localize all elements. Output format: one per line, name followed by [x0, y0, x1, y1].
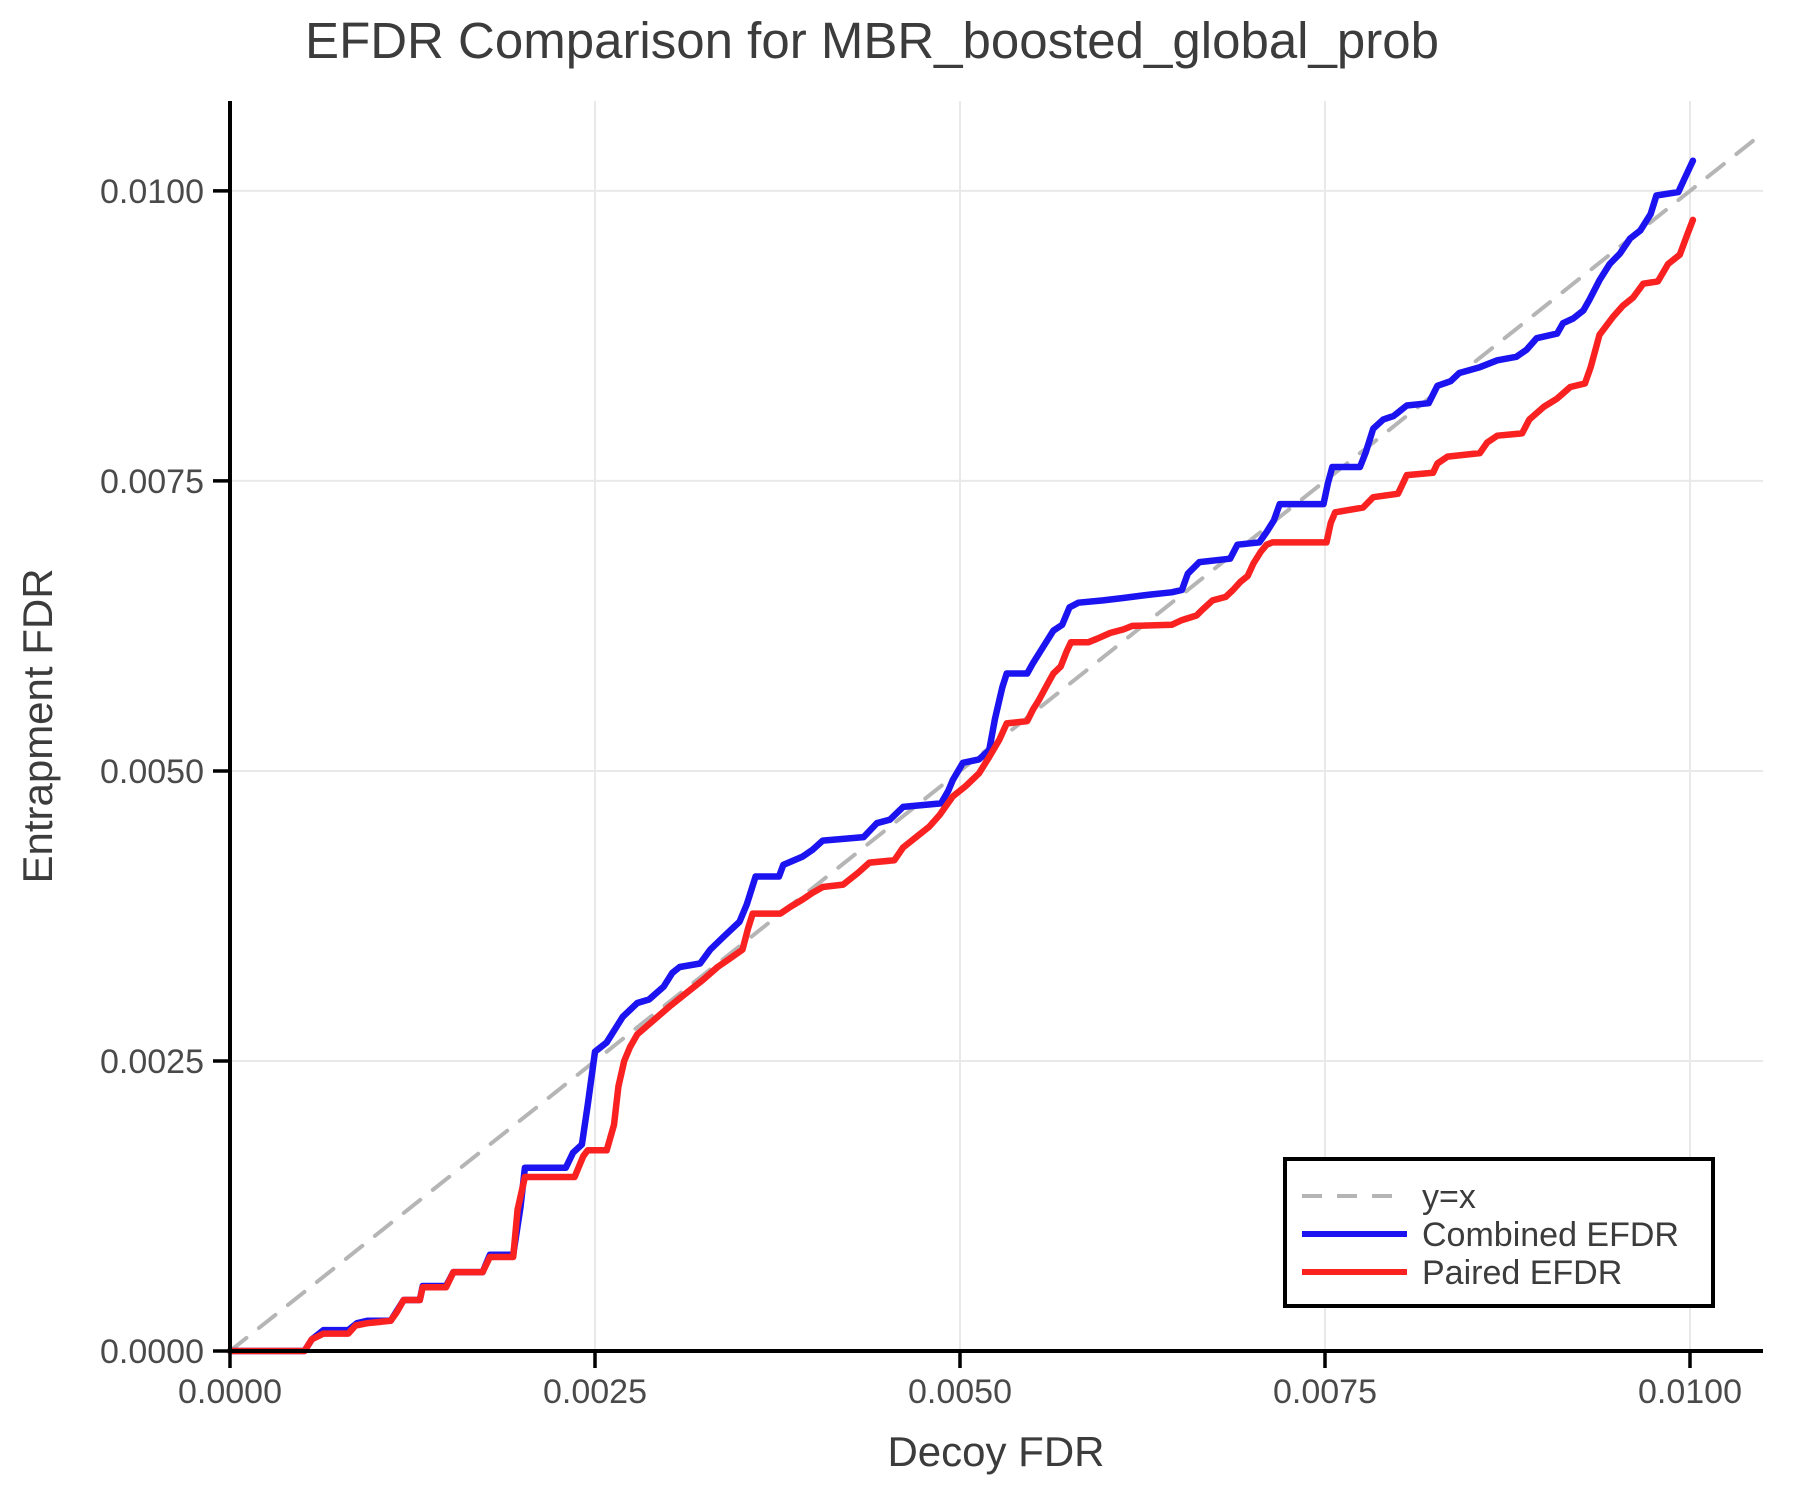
x-tick-label: 0.0025: [543, 1373, 647, 1411]
x-axis-label: Decoy FDR: [887, 1428, 1104, 1475]
x-tick-label: 0.0050: [908, 1373, 1012, 1411]
x-tick-label: 0.0100: [1638, 1373, 1742, 1411]
y-tick-label: 0.0000: [100, 1333, 204, 1371]
tick-labels: 0.0000 0.0025 0.0050 0.0075 0.0100 0.0000 0.00…: [100, 173, 1742, 1411]
legend-label: Combined EFDR: [1422, 1216, 1679, 1254]
y-tick-label: 0.0075: [100, 463, 204, 501]
series-line-paired-efdr: [226, 216, 1697, 1355]
data-series: [226, 130, 1765, 1355]
y-tick-label: 0.0100: [100, 173, 204, 211]
y-tick-label: 0.0025: [100, 1043, 204, 1081]
y-axis-label: Entrapment FDR: [14, 568, 61, 883]
y-tick-label: 0.0050: [100, 753, 204, 791]
x-tick-label: 0.0075: [1273, 1373, 1377, 1411]
axes: [213, 101, 1763, 1368]
legend-label: Paired EFDR: [1422, 1254, 1622, 1292]
chart-title: EFDR Comparison for MBR_boosted_global_p…: [305, 12, 1439, 69]
grid-lines: [230, 101, 1763, 1351]
x-tick-label: 0.0000: [178, 1373, 282, 1411]
legend-label: y=x: [1422, 1178, 1476, 1216]
